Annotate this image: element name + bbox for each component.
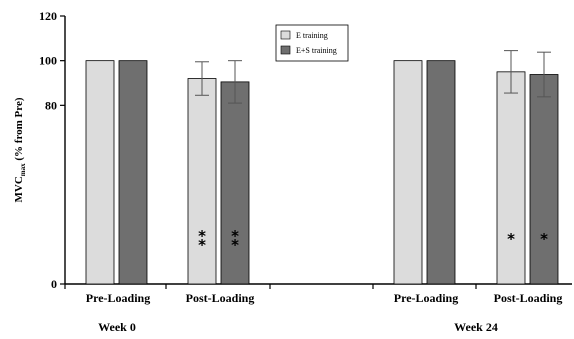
category-labels: Pre-Loading Post-Loading Week 0 Pre-Loading… — [86, 291, 563, 334]
y-axis-title-subscript: max — [19, 163, 27, 176]
legend-swatch — [280, 45, 291, 55]
significance-marker: * — [231, 227, 239, 245]
x-category-label: Post-Loading — [186, 291, 255, 305]
bar — [496, 71, 526, 285]
legend-entry: E+S training — [296, 46, 337, 55]
significance-marker: * — [540, 230, 548, 248]
significance-marker: * — [231, 236, 239, 254]
y-axis-label: MVCmax (% from Pre) — [13, 97, 27, 202]
x-group-label: Week 24 — [454, 320, 498, 334]
x-category-label: Pre-Loading — [86, 291, 150, 305]
significance-marker: * — [198, 227, 206, 245]
x-category-label: Pre-Loading — [394, 291, 458, 305]
legend-swatch — [280, 30, 291, 40]
y-tick-label: 100 — [39, 54, 57, 68]
legend-entry: E training — [296, 31, 328, 40]
legend: E training E+S training — [275, 24, 349, 62]
y-tick-label: 80 — [45, 98, 57, 112]
y-axis-title-rest: (% from Pre) — [13, 97, 25, 163]
bar — [529, 74, 559, 285]
significance-marker: * — [507, 230, 515, 248]
bars: ** *** * — [85, 50, 559, 285]
bar — [85, 60, 115, 285]
bar — [393, 60, 423, 285]
x-group-label: Week 0 — [98, 320, 136, 334]
y-tick-label: 0 — [51, 277, 57, 291]
axes: 0 80 100 120 — [39, 9, 572, 291]
bar — [220, 81, 250, 285]
y-axis-title-main: MVC — [13, 176, 25, 202]
significance-marker: * — [198, 236, 206, 254]
bar — [426, 60, 456, 285]
y-axis-title: MVCmax (% from Pre) — [13, 97, 27, 202]
bar — [118, 60, 148, 285]
y-tick-label: 120 — [39, 9, 57, 23]
x-category-label: Post-Loading — [494, 291, 563, 305]
